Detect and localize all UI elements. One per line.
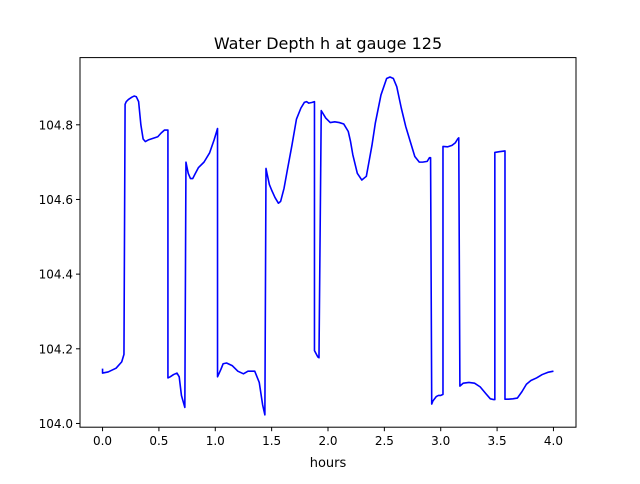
y-axis: 104.0 104.2 104.4 104.6 104.8 — [39, 118, 80, 431]
x-axis-label: hours — [310, 456, 347, 471]
series-layer — [101, 76, 554, 416]
x-tick-label: 4.0 — [544, 434, 563, 448]
x-tick-label: 2.0 — [318, 434, 337, 448]
y-tick-label: 104.0 — [39, 417, 73, 431]
x-tick-label: 0.5 — [149, 434, 168, 448]
x-tick-label: 1.0 — [206, 434, 225, 448]
y-tick-label: 104.4 — [39, 268, 73, 282]
x-tick-label: 1.5 — [262, 434, 281, 448]
x-tick-label: 2.5 — [375, 434, 394, 448]
x-tick-label: 3.5 — [488, 434, 507, 448]
x-tick-label: 0.0 — [93, 434, 112, 448]
series-line-0 — [101, 76, 554, 416]
y-tick-label: 104.6 — [39, 193, 73, 207]
x-tick-label: 3.0 — [431, 434, 450, 448]
y-tick-label: 104.2 — [39, 342, 73, 356]
chart-title: Water Depth h at gauge 125 — [214, 34, 442, 53]
y-tick-label: 104.8 — [39, 118, 73, 132]
x-axis: 0.0 0.5 1.0 1.5 2.0 2.5 3.0 3.5 4.0 — [93, 427, 563, 448]
